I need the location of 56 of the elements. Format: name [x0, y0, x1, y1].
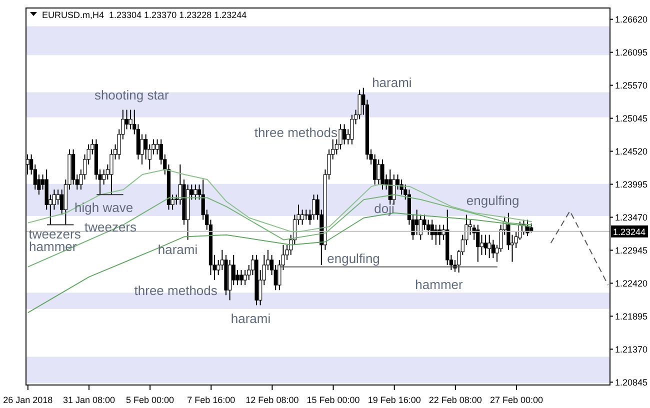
x-tick-label: 5 Feb 00:00	[126, 395, 174, 405]
annotation: engulfing	[327, 251, 380, 266]
candlestick	[304, 209, 308, 220]
candlestick	[342, 124, 346, 145]
chart-title: EURUSD.m,H4 1.23304 1.23370 1.23228 1.23244	[42, 10, 247, 20]
y-tick-label: 1.20845	[615, 377, 648, 388]
candlestick	[415, 209, 419, 236]
candlestick	[26, 154, 30, 176]
x-tick-label: 19 Feb 16:00	[368, 395, 421, 405]
candlestick	[380, 158, 384, 190]
annotation: high wave	[74, 200, 134, 215]
candlestick	[392, 174, 396, 206]
candlestick	[110, 148, 114, 196]
annotation: hammer	[415, 277, 464, 292]
x-tick-label: 12 Feb 08:00	[246, 395, 299, 405]
annotation: engulfing	[466, 193, 520, 208]
candlestick	[491, 239, 495, 259]
x-tick-label: 31 Jan 08:00	[62, 395, 116, 405]
y-tick-label: 1.26095	[615, 47, 648, 58]
x-tick-label: 27 Feb 00:00	[490, 395, 544, 405]
candlestick	[484, 234, 488, 256]
x-tick-label: 26 Jan 2018	[3, 395, 53, 405]
annotation: harami	[372, 75, 412, 90]
annotation: harami	[230, 311, 271, 326]
y-tick-label: 1.23470	[615, 212, 648, 222]
y-tick-label: 1.26620	[615, 14, 648, 25]
annotation: three methods	[254, 125, 338, 140]
y-tick-label: 1.25045	[615, 113, 648, 124]
annotation: hammer	[29, 239, 78, 254]
candlestick	[102, 168, 106, 186]
candlestick	[350, 114, 354, 145]
candlestick	[476, 224, 480, 262]
annotation: doji	[374, 201, 394, 216]
y-tick-label: 1.22945	[615, 245, 648, 256]
candlestick	[300, 209, 304, 226]
x-tick-label: 7 Feb 16:00	[187, 395, 236, 405]
candlestick	[194, 184, 198, 200]
ref-line-label: 1.23244	[613, 226, 646, 237]
y-tick-label: 1.24520	[615, 146, 648, 156]
annotation: tweezers	[28, 226, 82, 242]
x-tick-label: 15 Feb 00:00	[306, 395, 360, 405]
x-tick-label: 22 Feb 08:00	[428, 395, 482, 405]
candlestick	[373, 154, 377, 186]
y-tick-label: 1.21370	[615, 344, 648, 354]
candlestick	[239, 270, 244, 286]
annotation: three methods	[134, 283, 218, 298]
candlestick	[358, 89, 362, 120]
candlestick	[388, 168, 392, 206]
candlestick	[488, 234, 492, 259]
annotation: shooting star	[94, 88, 170, 103]
y-tick-label: 1.23995	[615, 179, 648, 190]
y-tick-label: 1.21895	[615, 311, 648, 322]
y-tick-label: 1.22420	[615, 278, 648, 288]
y-tick-label: 1.25570	[615, 80, 648, 90]
candlestick	[376, 158, 380, 186]
annotation: harami	[158, 242, 198, 257]
